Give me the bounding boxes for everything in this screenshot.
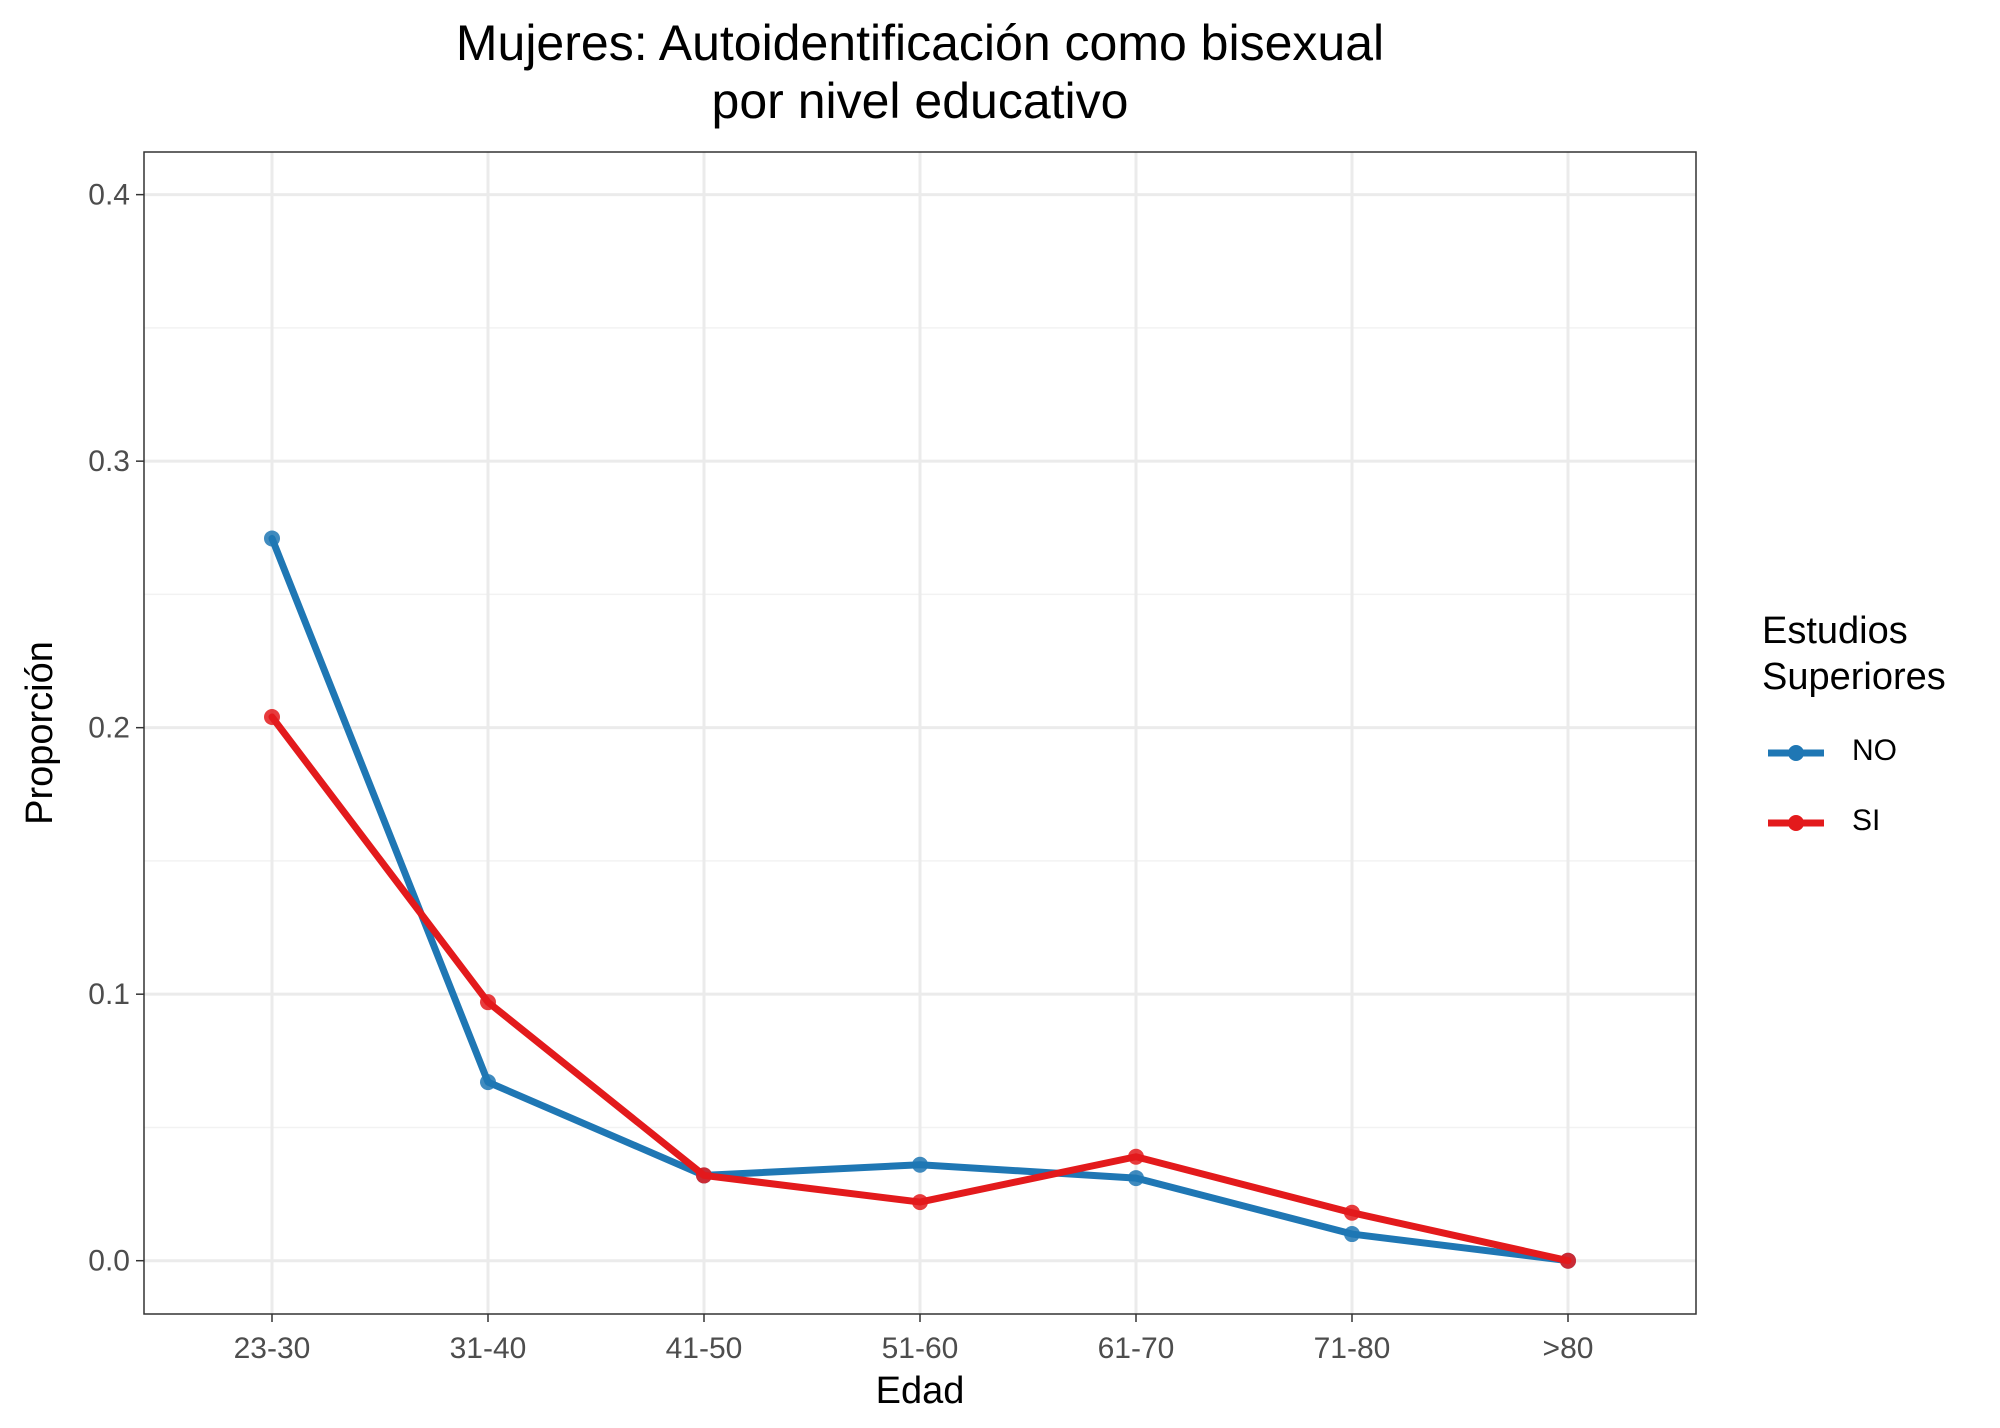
data-point-si — [264, 709, 280, 726]
data-point-si — [480, 994, 496, 1011]
major-gridlines — [144, 152, 1696, 1314]
y-tick-label: 0.4 — [88, 179, 130, 212]
legend-item-no: NO — [1762, 718, 1992, 788]
chart-subtitle: por nivel educativo — [711, 73, 1129, 129]
data-point-si — [912, 1194, 928, 1211]
legend: Estudios Superiores NO SI — [1762, 608, 1992, 858]
data-point-no — [480, 1074, 496, 1091]
data-point-si — [1128, 1148, 1144, 1165]
data-point-no — [912, 1156, 928, 1173]
x-tick-label: >80 — [1543, 1332, 1594, 1365]
data-point-si — [1560, 1252, 1576, 1269]
y-tick-label: 0.0 — [88, 1245, 130, 1278]
legend-label-si: SI — [1852, 804, 1881, 837]
x-tick-label: 71-80 — [1314, 1332, 1391, 1365]
legend-key-no-point — [1788, 745, 1804, 761]
x-tick-label: 61-70 — [1098, 1332, 1175, 1365]
chart-title: Mujeres: Autoidentificación como bisexua… — [455, 15, 1385, 71]
legend-label-no: NO — [1852, 734, 1897, 767]
legend-title-line-1: Estudios — [1762, 610, 1908, 652]
data-point-si — [1344, 1204, 1360, 1221]
data-point-si — [696, 1167, 712, 1184]
x-tick-label: 51-60 — [882, 1332, 959, 1365]
legend-item-si: SI — [1762, 788, 1992, 858]
axis-ticks — [136, 193, 1569, 1322]
x-tick-labels: 23-30 31-40 41-50 51-60 61-70 71-80 >80 — [234, 1332, 1594, 1365]
x-tick-label: 23-30 — [234, 1332, 311, 1365]
x-tick-label: 31-40 — [450, 1332, 527, 1365]
data-point-no — [1128, 1170, 1144, 1187]
y-tick-labels: 0.0 0.1 0.2 0.3 0.4 — [88, 179, 130, 1278]
x-axis-title: Edad — [876, 1370, 965, 1412]
legend-key-si — [1768, 815, 1824, 831]
legend-key-no — [1768, 745, 1824, 761]
y-tick-label: 0.3 — [88, 445, 130, 478]
y-tick-label: 0.1 — [88, 978, 130, 1011]
x-tick-label: 41-50 — [666, 1332, 743, 1365]
data-point-no — [1344, 1226, 1360, 1243]
legend-key-si-point — [1788, 815, 1804, 831]
series-layer — [264, 530, 1576, 1269]
data-point-no — [264, 530, 280, 547]
y-tick-label: 0.2 — [88, 712, 130, 745]
legend-title: Estudios Superiores — [1762, 608, 1992, 700]
legend-title-line-2: Superiores — [1762, 656, 1946, 698]
y-axis-title: Proporción — [19, 641, 61, 825]
